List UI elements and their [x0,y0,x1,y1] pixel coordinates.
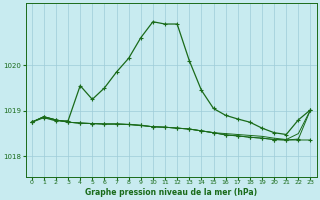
X-axis label: Graphe pression niveau de la mer (hPa): Graphe pression niveau de la mer (hPa) [85,188,257,197]
